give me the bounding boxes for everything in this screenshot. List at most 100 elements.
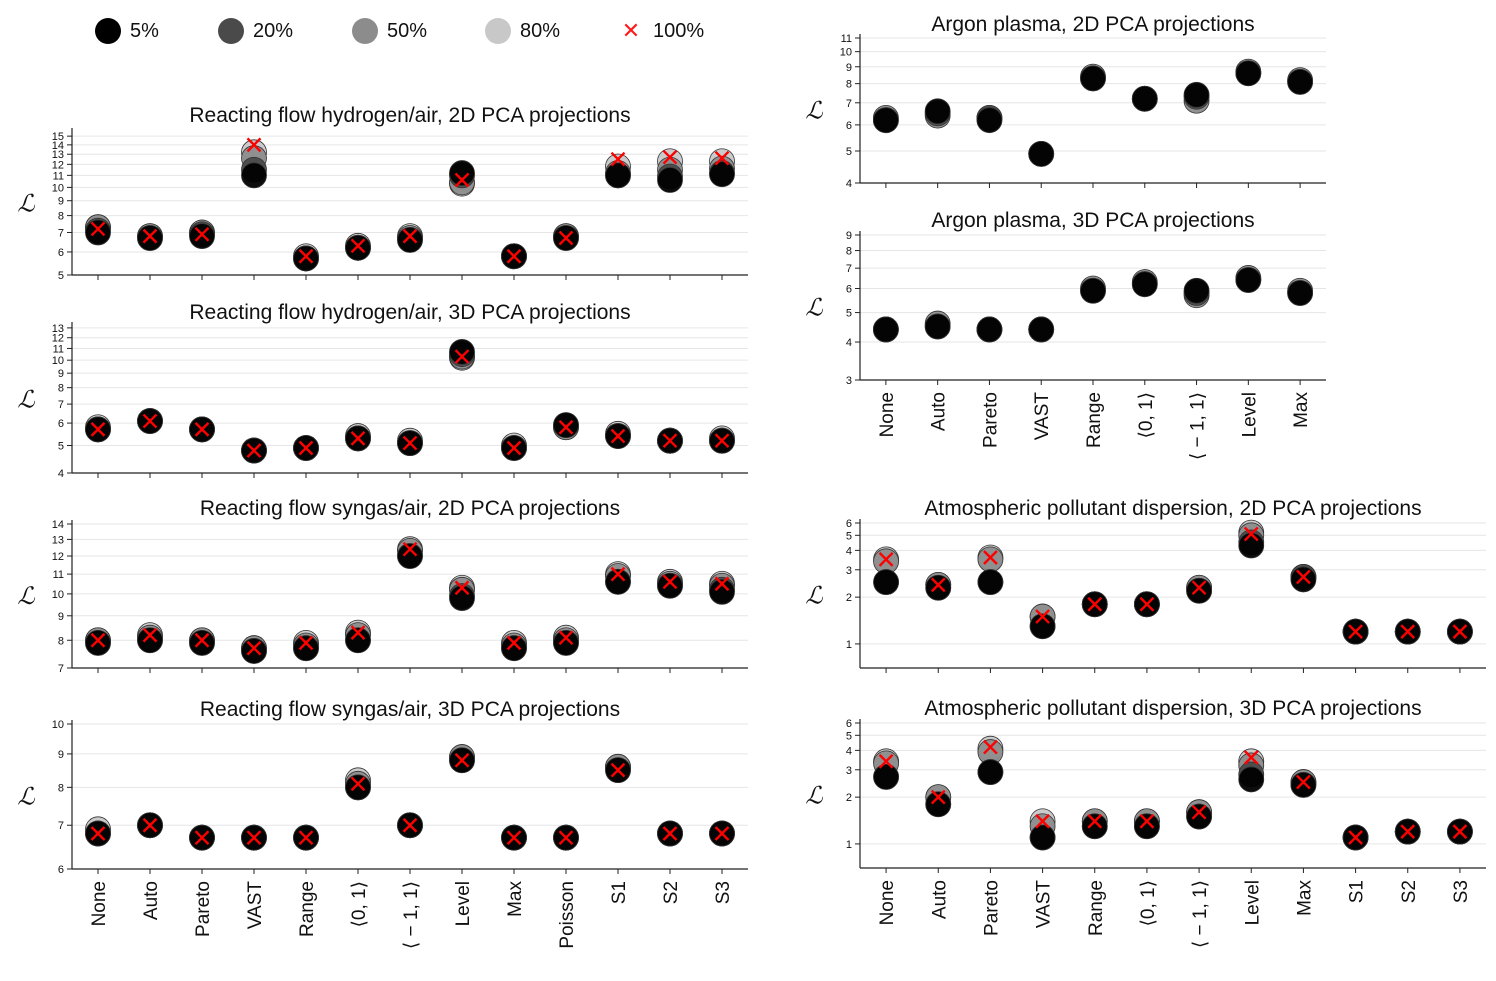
y-tick-label: 7 bbox=[58, 227, 64, 239]
point-100pct-01 bbox=[350, 431, 366, 446]
y-tick-label: 7 bbox=[58, 663, 64, 675]
x-mark-stroke bbox=[506, 830, 522, 846]
y-tick-label: 4 bbox=[846, 545, 852, 557]
y-tick-label: 5 bbox=[58, 270, 64, 282]
point-100pct-S1 bbox=[610, 151, 626, 167]
x-tick-label: ⟨0, 1⟩ bbox=[1138, 880, 1159, 927]
y-tick-label: 6 bbox=[846, 284, 852, 296]
point-5pct-01 bbox=[345, 234, 371, 261]
chart-title: Reacting flow syngas/air, 3D PCA project… bbox=[200, 698, 620, 721]
x-tick-label: Pareto bbox=[981, 880, 1002, 936]
x-mark-stroke bbox=[1296, 774, 1311, 790]
x-mark-stroke bbox=[350, 625, 366, 640]
point-5pct-Pareto bbox=[976, 107, 1003, 134]
legend-marker-50pct bbox=[352, 18, 378, 44]
legend-item-5pct: 5% bbox=[95, 18, 159, 44]
point-100pct-Max bbox=[506, 830, 522, 846]
y-tick-label: 8 bbox=[58, 211, 64, 223]
point-5pct-Auto bbox=[925, 791, 952, 818]
point-5pct-S1 bbox=[605, 568, 631, 595]
point-5pct-Max bbox=[1287, 68, 1314, 95]
y-axis-label: ℒ bbox=[17, 190, 35, 218]
legend-marker-80pct bbox=[485, 18, 511, 44]
point-5pct-Pareto bbox=[189, 629, 215, 656]
point-5pct-VAST bbox=[241, 638, 267, 664]
x-mark-stroke bbox=[454, 172, 470, 188]
chart-panel-8: 1 2 3 4 56 Atmospheric pollutant dispersion, … bbox=[805, 697, 1486, 948]
x-mark-stroke bbox=[246, 830, 262, 846]
x-tick-label: Max bbox=[505, 881, 526, 917]
point-5pct-Auto bbox=[137, 225, 163, 251]
y-tick-label: 11 bbox=[53, 343, 64, 355]
point-100pct-None bbox=[90, 632, 106, 648]
point-5pct-01 bbox=[1134, 813, 1160, 840]
point-100pct-S3 bbox=[714, 150, 730, 166]
x-tick-label: VAST bbox=[245, 881, 266, 930]
point-100pct-Range bbox=[1087, 596, 1103, 612]
point-5pct-None bbox=[872, 107, 899, 134]
chart-title: Reacting flow hydrogen/air, 2D PCA proje… bbox=[189, 104, 630, 127]
x-mark-stroke bbox=[142, 627, 158, 643]
point-5pct-01 bbox=[345, 627, 371, 654]
point-100pct-11 bbox=[402, 435, 418, 451]
point-100pct-VAST bbox=[246, 640, 262, 656]
point-100pct-Level bbox=[454, 580, 470, 596]
x-tick-label: ⟨0, 1⟩ bbox=[1136, 392, 1157, 439]
x-mark-stroke bbox=[714, 150, 730, 166]
point-100pct-None bbox=[90, 826, 106, 841]
x-tick-label: Pareto bbox=[980, 392, 1001, 448]
x-tick-label: Range bbox=[297, 881, 318, 937]
chart-panel-3: 7 8 9 10 11 12 13 14 Reacting flow syngas/air, 2… bbox=[17, 497, 748, 675]
x-mark-stroke bbox=[90, 221, 106, 237]
y-tick-label: 10 bbox=[52, 589, 64, 601]
x-mark-stroke bbox=[194, 632, 210, 648]
point-100pct-11 bbox=[402, 817, 418, 833]
x-mark-stroke bbox=[662, 149, 678, 165]
x-mark-stroke bbox=[983, 739, 998, 755]
point-100pct-Auto bbox=[930, 577, 946, 593]
x-mark-stroke bbox=[714, 576, 730, 592]
x-tick-label: Level bbox=[1242, 880, 1263, 925]
y-tick-label: 4 bbox=[846, 178, 852, 190]
y-tick-label: 14 bbox=[52, 140, 64, 152]
x-tick-label: Auto bbox=[141, 881, 162, 920]
point-100pct-Range bbox=[298, 248, 314, 264]
y-tick-label: 2 bbox=[846, 792, 852, 804]
point-100pct-Pareto bbox=[983, 739, 998, 755]
x-mark-stroke bbox=[506, 248, 522, 264]
legend-item-50pct: 50% bbox=[352, 18, 427, 44]
x-mark-stroke bbox=[506, 440, 522, 456]
y-tick-label: 7 bbox=[58, 820, 64, 832]
x-tick-label: ⟨ − 1, 1⟩ bbox=[1188, 392, 1209, 460]
x-mark-stroke bbox=[878, 753, 894, 769]
point-100pct-VAST bbox=[1035, 813, 1050, 829]
point-5pct-11 bbox=[1186, 803, 1212, 830]
point-5pct-Level bbox=[1238, 766, 1265, 793]
point-5pct-Pareto bbox=[977, 569, 1004, 595]
x-mark-stroke bbox=[402, 228, 418, 244]
point-5pct-VAST bbox=[1028, 141, 1055, 167]
point-5pct-Level bbox=[449, 338, 475, 365]
x-mark-stroke bbox=[194, 830, 210, 846]
x-mark-stroke bbox=[1035, 813, 1050, 829]
x-mark-stroke bbox=[454, 752, 470, 768]
point-5pct-Range bbox=[293, 245, 319, 272]
x-tick-label: S1 bbox=[1347, 880, 1368, 903]
y-tick-label: 5 bbox=[846, 146, 852, 158]
x-mark-stroke bbox=[714, 826, 730, 841]
x-mark-stroke bbox=[1400, 824, 1416, 839]
point-100pct-Range bbox=[1087, 813, 1103, 829]
y-tick-label: 5 bbox=[846, 530, 852, 542]
x-mark-stroke bbox=[350, 431, 366, 446]
legend-marker-20pct bbox=[218, 18, 244, 44]
x-tick-label: ⟨ − 1, 1⟩ bbox=[1190, 880, 1211, 948]
x-mark-stroke bbox=[1087, 596, 1103, 612]
point-100pct-11 bbox=[402, 228, 418, 244]
x-tick-label: Auto bbox=[929, 392, 950, 431]
point-5pct-S1 bbox=[605, 162, 631, 189]
y-tick-label: 4 bbox=[846, 337, 852, 349]
x-mark-stroke bbox=[1296, 569, 1311, 585]
y-tick-label: 8 bbox=[58, 782, 64, 794]
y-tick-label: 10 bbox=[52, 355, 64, 367]
point-5pct-01 bbox=[1131, 85, 1158, 112]
